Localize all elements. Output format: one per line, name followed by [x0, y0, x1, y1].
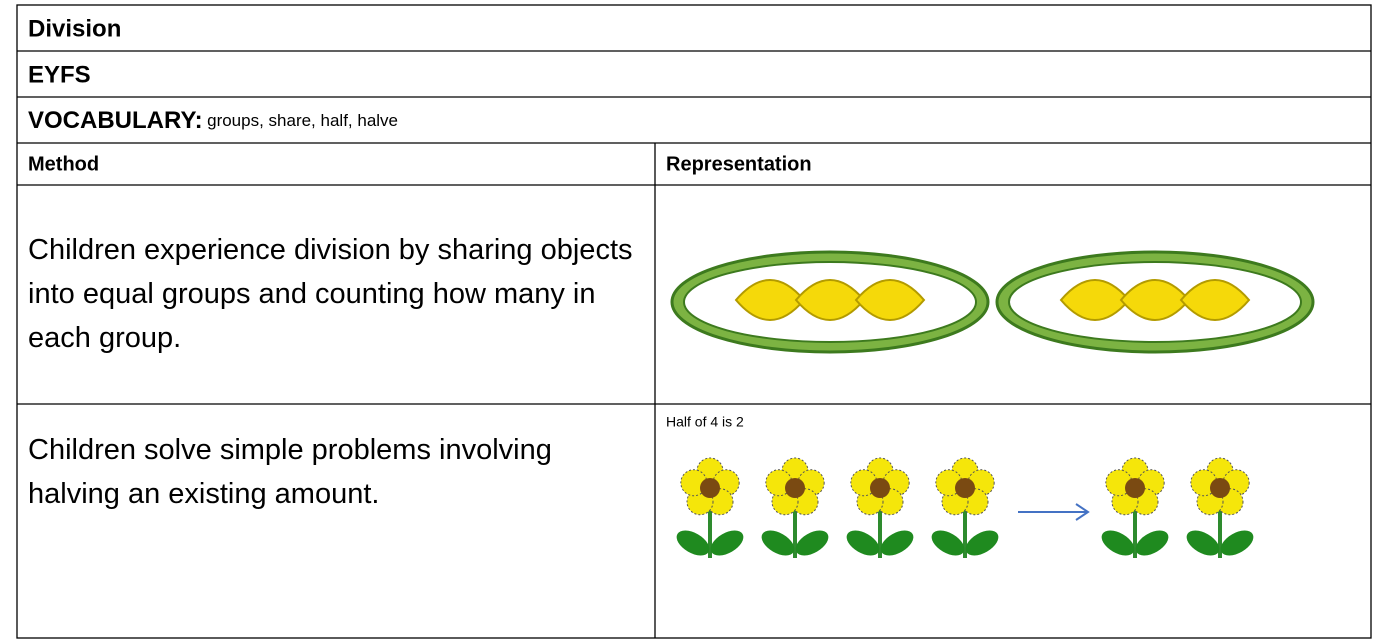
- vocabulary: VOCABULARY: groups, share, half, halve: [28, 107, 398, 134]
- flower-center: [785, 478, 805, 498]
- leaf: [795, 530, 829, 556]
- illustrations: [670, 250, 1315, 558]
- method-text: Children solve simple problems involving…: [28, 434, 552, 510]
- flower-center: [1210, 478, 1230, 498]
- leaf: [676, 530, 710, 556]
- leaf: [1186, 530, 1220, 556]
- arrow-head: [1075, 503, 1090, 521]
- leaf: [1220, 530, 1254, 556]
- vocabulary-text: groups, share, half, halve: [207, 111, 398, 130]
- leaf: [761, 530, 795, 556]
- leaf: [710, 530, 744, 556]
- leaf: [846, 530, 880, 556]
- method-cell: Children solve simple problems involving…: [28, 434, 552, 510]
- column-header: Representation: [666, 153, 812, 175]
- column-header: Method: [28, 153, 99, 175]
- leaf: [931, 530, 965, 556]
- stage: EYFS: [28, 61, 91, 88]
- leaf: [1101, 530, 1135, 556]
- caption: Half of 4 is 2: [666, 414, 744, 430]
- method-text: Children experience division by sharing …: [28, 234, 633, 354]
- leaf: [880, 530, 914, 556]
- flower-center: [700, 478, 720, 498]
- leaf: [965, 530, 999, 556]
- flower-center: [1125, 478, 1145, 498]
- method-cell: Children experience division by sharing …: [28, 234, 633, 354]
- flower-center: [955, 478, 975, 498]
- cushion: [1179, 279, 1251, 321]
- vocabulary-label: VOCABULARY:: [28, 107, 203, 134]
- cushion: [854, 279, 926, 321]
- flower-center: [870, 478, 890, 498]
- title: Division: [28, 15, 121, 42]
- leaf: [1135, 530, 1169, 556]
